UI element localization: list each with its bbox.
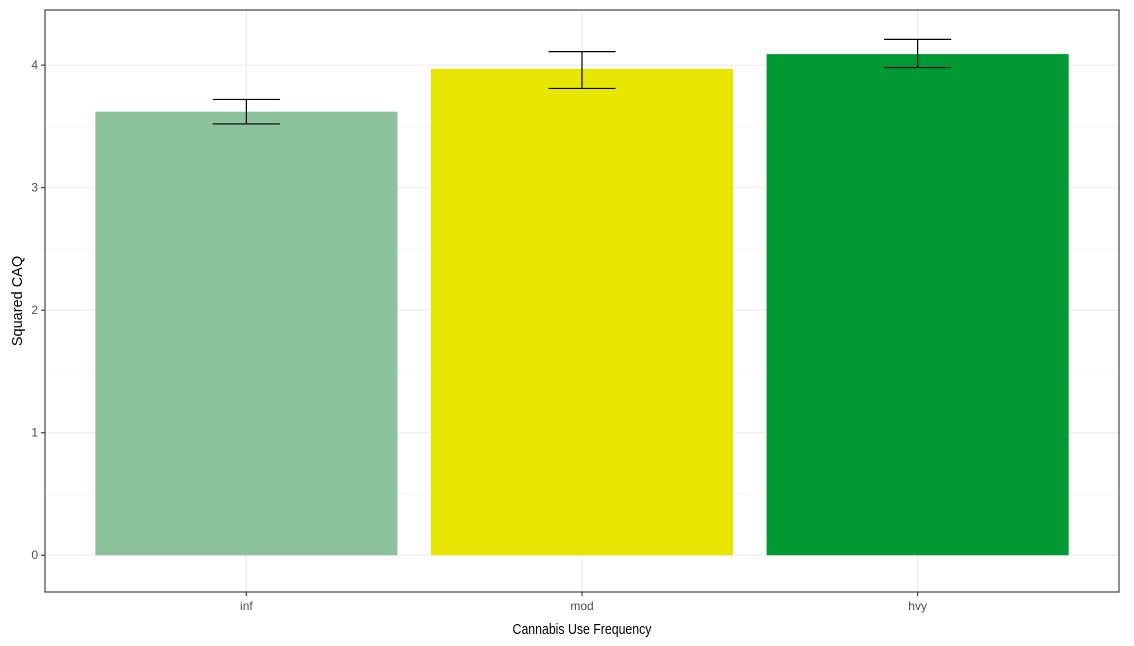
y-tick-label: 3 bbox=[31, 181, 38, 195]
error-bar-layer bbox=[212, 38, 952, 125]
axis-layer: 0 1 2 3 4 inf mod hvy bbox=[31, 58, 927, 613]
x-tick-label-inf: inf bbox=[240, 599, 253, 613]
y-tick-label: 1 bbox=[31, 426, 38, 440]
bar-layer bbox=[95, 54, 1069, 556]
x-tick-label-mod: mod bbox=[570, 599, 593, 613]
x-tick-label-hvy: hvy bbox=[908, 599, 927, 613]
y-tick-label: 2 bbox=[31, 303, 38, 317]
y-tick-label: 0 bbox=[31, 548, 38, 562]
bar-inf bbox=[95, 111, 398, 556]
x-axis-title: Cannabis Use Frequency bbox=[513, 621, 652, 637]
y-axis-title: Squared CAQ bbox=[10, 256, 26, 346]
bar-mod bbox=[430, 68, 734, 556]
y-tick-label: 4 bbox=[31, 58, 38, 72]
bar-hvy bbox=[766, 54, 1069, 556]
